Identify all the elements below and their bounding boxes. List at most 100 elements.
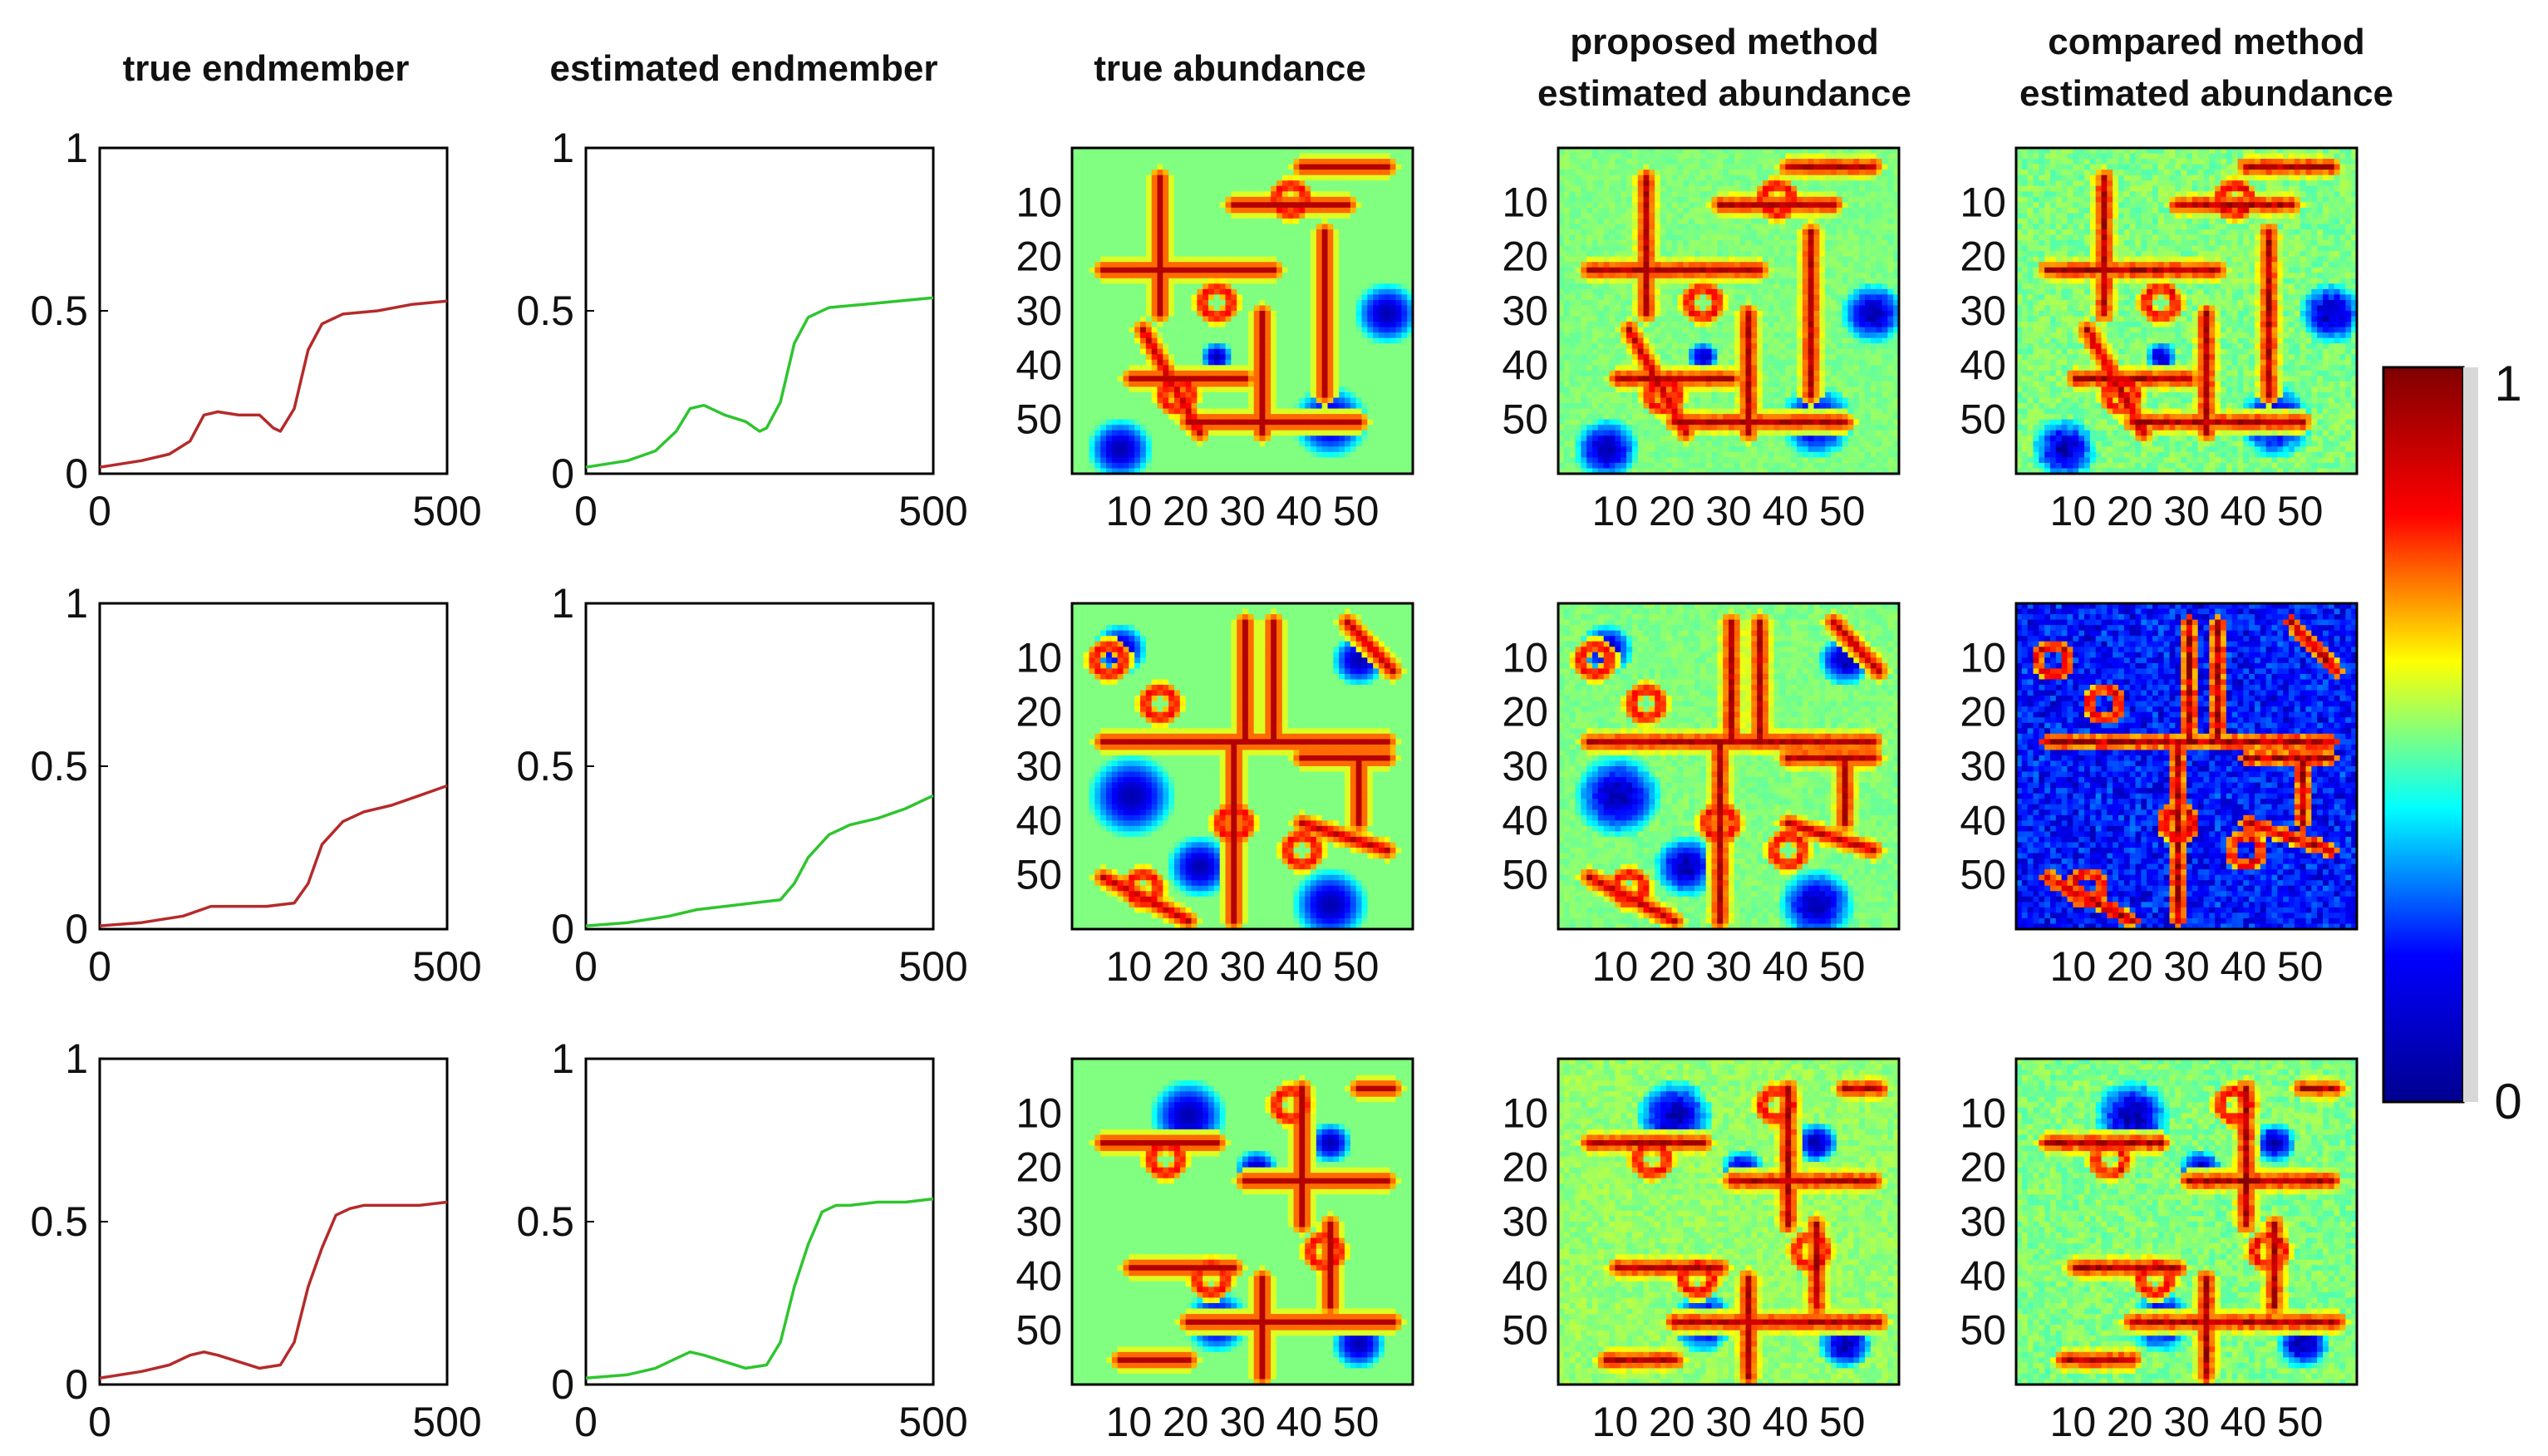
map-cell bbox=[1328, 170, 1334, 175]
map-cell bbox=[1350, 186, 1356, 192]
map-cell bbox=[1118, 240, 1124, 246]
map-cell bbox=[1305, 268, 1311, 273]
map-cell bbox=[1373, 257, 1379, 263]
map-cell bbox=[1134, 175, 1140, 181]
map-cell bbox=[1311, 197, 1316, 203]
map-cell bbox=[1168, 159, 1174, 165]
map-cell bbox=[1328, 235, 1334, 241]
map-cell bbox=[1186, 219, 1192, 224]
map-cell bbox=[1385, 224, 1390, 229]
map-cell bbox=[1174, 257, 1180, 263]
y-tick-label: 0 bbox=[551, 1361, 574, 1408]
map-cell bbox=[1078, 170, 1084, 175]
map-cell bbox=[1100, 278, 1106, 284]
map-cell bbox=[1350, 175, 1356, 181]
map-cell bbox=[1385, 257, 1390, 263]
map-cell bbox=[1305, 175, 1311, 181]
map-cell bbox=[1294, 180, 1300, 186]
map-cell bbox=[1208, 165, 1214, 170]
map-cell bbox=[1106, 186, 1112, 192]
map-cell bbox=[1316, 262, 1322, 268]
map-cell bbox=[1299, 229, 1305, 235]
map-cell bbox=[1288, 213, 1294, 219]
map-cell bbox=[1333, 235, 1339, 241]
map-cell bbox=[1090, 278, 1095, 284]
map-cell bbox=[1208, 191, 1214, 197]
map-cell bbox=[1220, 213, 1226, 219]
map-cell bbox=[1152, 240, 1158, 246]
map-cell bbox=[1100, 229, 1106, 235]
map-cell bbox=[1100, 219, 1106, 224]
map-cell bbox=[1242, 268, 1248, 273]
map-cell bbox=[1356, 175, 1362, 181]
map-cell bbox=[1282, 159, 1288, 165]
map-cell bbox=[1078, 159, 1084, 165]
map-cell bbox=[1078, 246, 1084, 252]
map-cell bbox=[1231, 170, 1237, 175]
map-cell bbox=[1231, 180, 1237, 186]
map-cell bbox=[1379, 251, 1385, 257]
map-cell bbox=[1220, 197, 1226, 203]
map-cell bbox=[1390, 202, 1396, 208]
map-cell bbox=[1214, 219, 1220, 224]
map-cell bbox=[1356, 197, 1362, 203]
map-cell bbox=[1265, 219, 1271, 224]
map-cell bbox=[1248, 240, 1254, 246]
map-cell bbox=[1367, 219, 1373, 224]
map-cell bbox=[1231, 257, 1237, 263]
map-cell bbox=[1197, 224, 1203, 229]
map-cell bbox=[1288, 180, 1294, 186]
map-cell bbox=[1134, 191, 1140, 197]
map-cell bbox=[1106, 278, 1112, 284]
map-cell bbox=[1152, 273, 1158, 278]
map-cell bbox=[1094, 246, 1100, 252]
map-cell bbox=[1231, 278, 1237, 284]
map-cell bbox=[1146, 278, 1152, 284]
map-cell bbox=[1294, 224, 1300, 229]
map-cell bbox=[1265, 257, 1271, 263]
x-tick-label: 500 bbox=[412, 488, 481, 534]
map-cell bbox=[1214, 165, 1220, 170]
map-cell bbox=[1294, 154, 1300, 160]
map-cell bbox=[1112, 159, 1118, 165]
map-cell bbox=[1106, 224, 1112, 229]
map-cell bbox=[1390, 186, 1396, 192]
map-cell bbox=[1084, 165, 1090, 170]
map-cell bbox=[1254, 197, 1260, 203]
map-cell bbox=[1345, 154, 1350, 160]
map-cell bbox=[1094, 278, 1100, 284]
map-cell bbox=[1140, 197, 1146, 203]
map-cell bbox=[1305, 262, 1311, 268]
map-cell bbox=[1265, 224, 1271, 229]
map-cell bbox=[1226, 197, 1232, 203]
map-cell bbox=[1265, 240, 1271, 246]
map-cell bbox=[1385, 240, 1390, 246]
map-cell bbox=[1208, 278, 1214, 284]
map-cell bbox=[1339, 219, 1345, 224]
map-cell bbox=[1084, 240, 1090, 246]
map-cell bbox=[1276, 240, 1282, 246]
map-cell bbox=[1078, 197, 1084, 203]
map-cell bbox=[1168, 213, 1174, 219]
map-cell bbox=[1203, 257, 1208, 263]
map-cell bbox=[1367, 257, 1373, 263]
map-cell bbox=[1311, 251, 1316, 257]
map-cell bbox=[1254, 235, 1260, 241]
map-cell bbox=[1226, 229, 1232, 235]
map-cell bbox=[1192, 186, 1198, 192]
map-cell bbox=[1124, 159, 1129, 165]
map-cell bbox=[1237, 202, 1242, 208]
map-cell bbox=[1163, 165, 1168, 170]
map-cell bbox=[1152, 251, 1158, 257]
map-cell bbox=[1078, 180, 1084, 186]
map-cell bbox=[1192, 191, 1198, 197]
map-cell bbox=[1094, 154, 1100, 160]
map-cell bbox=[1174, 154, 1180, 160]
map-cell bbox=[1203, 246, 1208, 252]
map-cell bbox=[1401, 170, 1407, 175]
map-cell bbox=[1248, 180, 1254, 186]
map-cell bbox=[1152, 208, 1158, 214]
map-cell bbox=[1316, 154, 1322, 160]
map-cell bbox=[1356, 191, 1362, 197]
map-cell bbox=[1339, 154, 1345, 160]
